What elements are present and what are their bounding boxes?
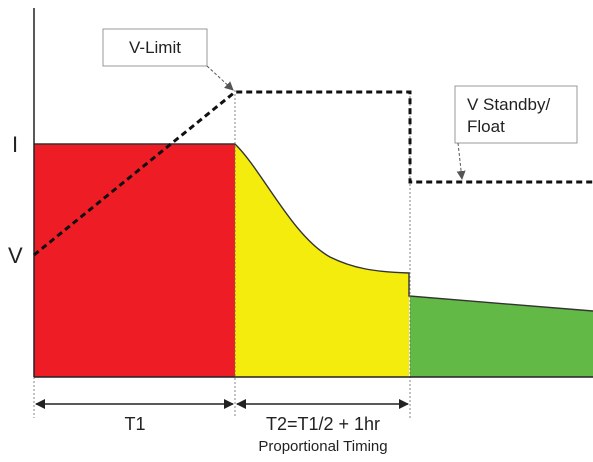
v-limit-callout-box: [102, 28, 208, 67]
stage1-constant-current-region: [34, 144, 235, 377]
v-standby-label-line1: V Standby/: [467, 95, 550, 114]
v-standby-label-line2: Float: [467, 117, 505, 136]
v-limit-leader-arrow: [206, 65, 234, 91]
t1-label: T1: [124, 414, 145, 434]
proportional-timing-label: Proportional Timing: [258, 438, 387, 455]
voltage-axis-label: V: [8, 243, 23, 268]
v-standby-callout-box: [454, 85, 578, 144]
stage3-float-region: [410, 296, 593, 377]
stage2-absorption-region: [235, 144, 409, 377]
v-standby-leader-arrow: [456, 142, 466, 180]
v-limit-label: V-Limit: [129, 38, 181, 57]
t2-label: T2=T1/2 + 1hr: [266, 414, 380, 434]
voltage-curve: [33, 90, 593, 257]
current-curve: [34, 143, 593, 312]
current-axis-label: I: [12, 132, 18, 157]
